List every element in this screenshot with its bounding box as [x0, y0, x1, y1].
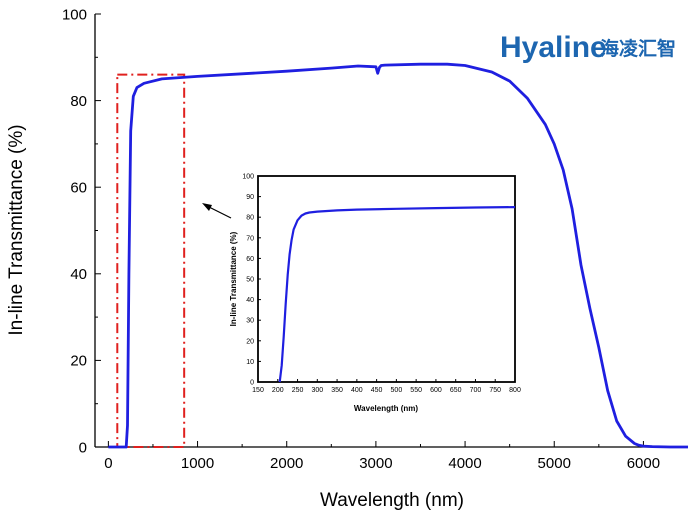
x-tick-label: 350: [331, 387, 343, 394]
y-tick-label: 20: [70, 353, 87, 370]
inset-x-axis-title: Wavelength (nm): [354, 404, 418, 413]
x-tick-label: 750: [489, 387, 501, 394]
logo-cjk: 海凌汇智: [600, 37, 676, 60]
y-tick-label: 10: [246, 359, 254, 366]
inset-x-ticks: 150 200 250 300 350 400 450 500 550 600 650 700 750 8…: [252, 379, 521, 394]
y-tick-label: 100: [242, 173, 254, 180]
y-tick-label: 60: [70, 179, 87, 196]
x-tick-label: 1000: [181, 455, 214, 472]
y-tick-label: 90: [246, 194, 254, 201]
x-tick-label: 700: [470, 387, 482, 394]
pointer-arrow: [202, 203, 232, 219]
main-y-axis-title: In-line Transmittance (%): [6, 124, 27, 335]
x-tick-label: 400: [351, 387, 363, 394]
x-tick-label: 3000: [359, 455, 392, 472]
x-tick-label: 300: [311, 387, 323, 394]
x-tick-label: 200: [272, 387, 284, 394]
x-tick-label: 250: [292, 387, 304, 394]
y-tick-label: 20: [246, 338, 254, 345]
x-tick-label: 800: [509, 387, 521, 394]
main-series-line: [108, 62, 688, 449]
y-tick-label: 30: [246, 318, 254, 325]
x-tick-label: 0: [104, 455, 112, 472]
main-x-axis-title: Wavelength (nm): [320, 490, 464, 511]
y-tick-label: 0: [250, 379, 254, 386]
brand-logo: Hyaline 海凌汇智: [500, 31, 676, 64]
inset-series-line: [278, 206, 516, 383]
y-tick-label: 40: [70, 266, 87, 283]
x-tick-label: 4000: [448, 455, 481, 472]
main-y-ticks: 0 20 40 60 80 100: [62, 6, 101, 456]
x-tick-label: 650: [450, 387, 462, 394]
main-x-ticks: 0 1000 2000 3000 4000 5000 6000: [104, 441, 660, 472]
x-tick-label: 600: [430, 387, 442, 394]
x-tick-label: 5000: [538, 455, 571, 472]
y-tick-label: 60: [246, 256, 254, 263]
x-tick-label: 500: [391, 387, 403, 394]
y-tick-label: 80: [246, 215, 254, 222]
inset-plot: 0 10 20 30 40 50 60 70 80 90 100 150 200 250 300 350 40…: [229, 173, 521, 413]
x-tick-label: 6000: [627, 455, 660, 472]
x-tick-label: 450: [371, 387, 383, 394]
inset-y-ticks: 0 10 20 30 40 50 60 70 80 90 100: [242, 173, 261, 386]
y-tick-label: 100: [62, 6, 87, 23]
inset-y-axis-title: In-line Transmittance (%): [229, 231, 238, 326]
logo-wordmark: Hyaline: [500, 31, 607, 64]
x-tick-label: 2000: [270, 455, 303, 472]
inset-frame: [257, 175, 516, 383]
y-tick-label: 80: [70, 93, 87, 110]
y-tick-label: 40: [246, 297, 254, 304]
x-tick-label: 550: [410, 387, 422, 394]
x-tick-label: 150: [252, 387, 264, 394]
y-tick-label: 50: [246, 276, 254, 283]
y-tick-label: 70: [246, 235, 254, 242]
y-tick-label: 0: [79, 439, 87, 456]
